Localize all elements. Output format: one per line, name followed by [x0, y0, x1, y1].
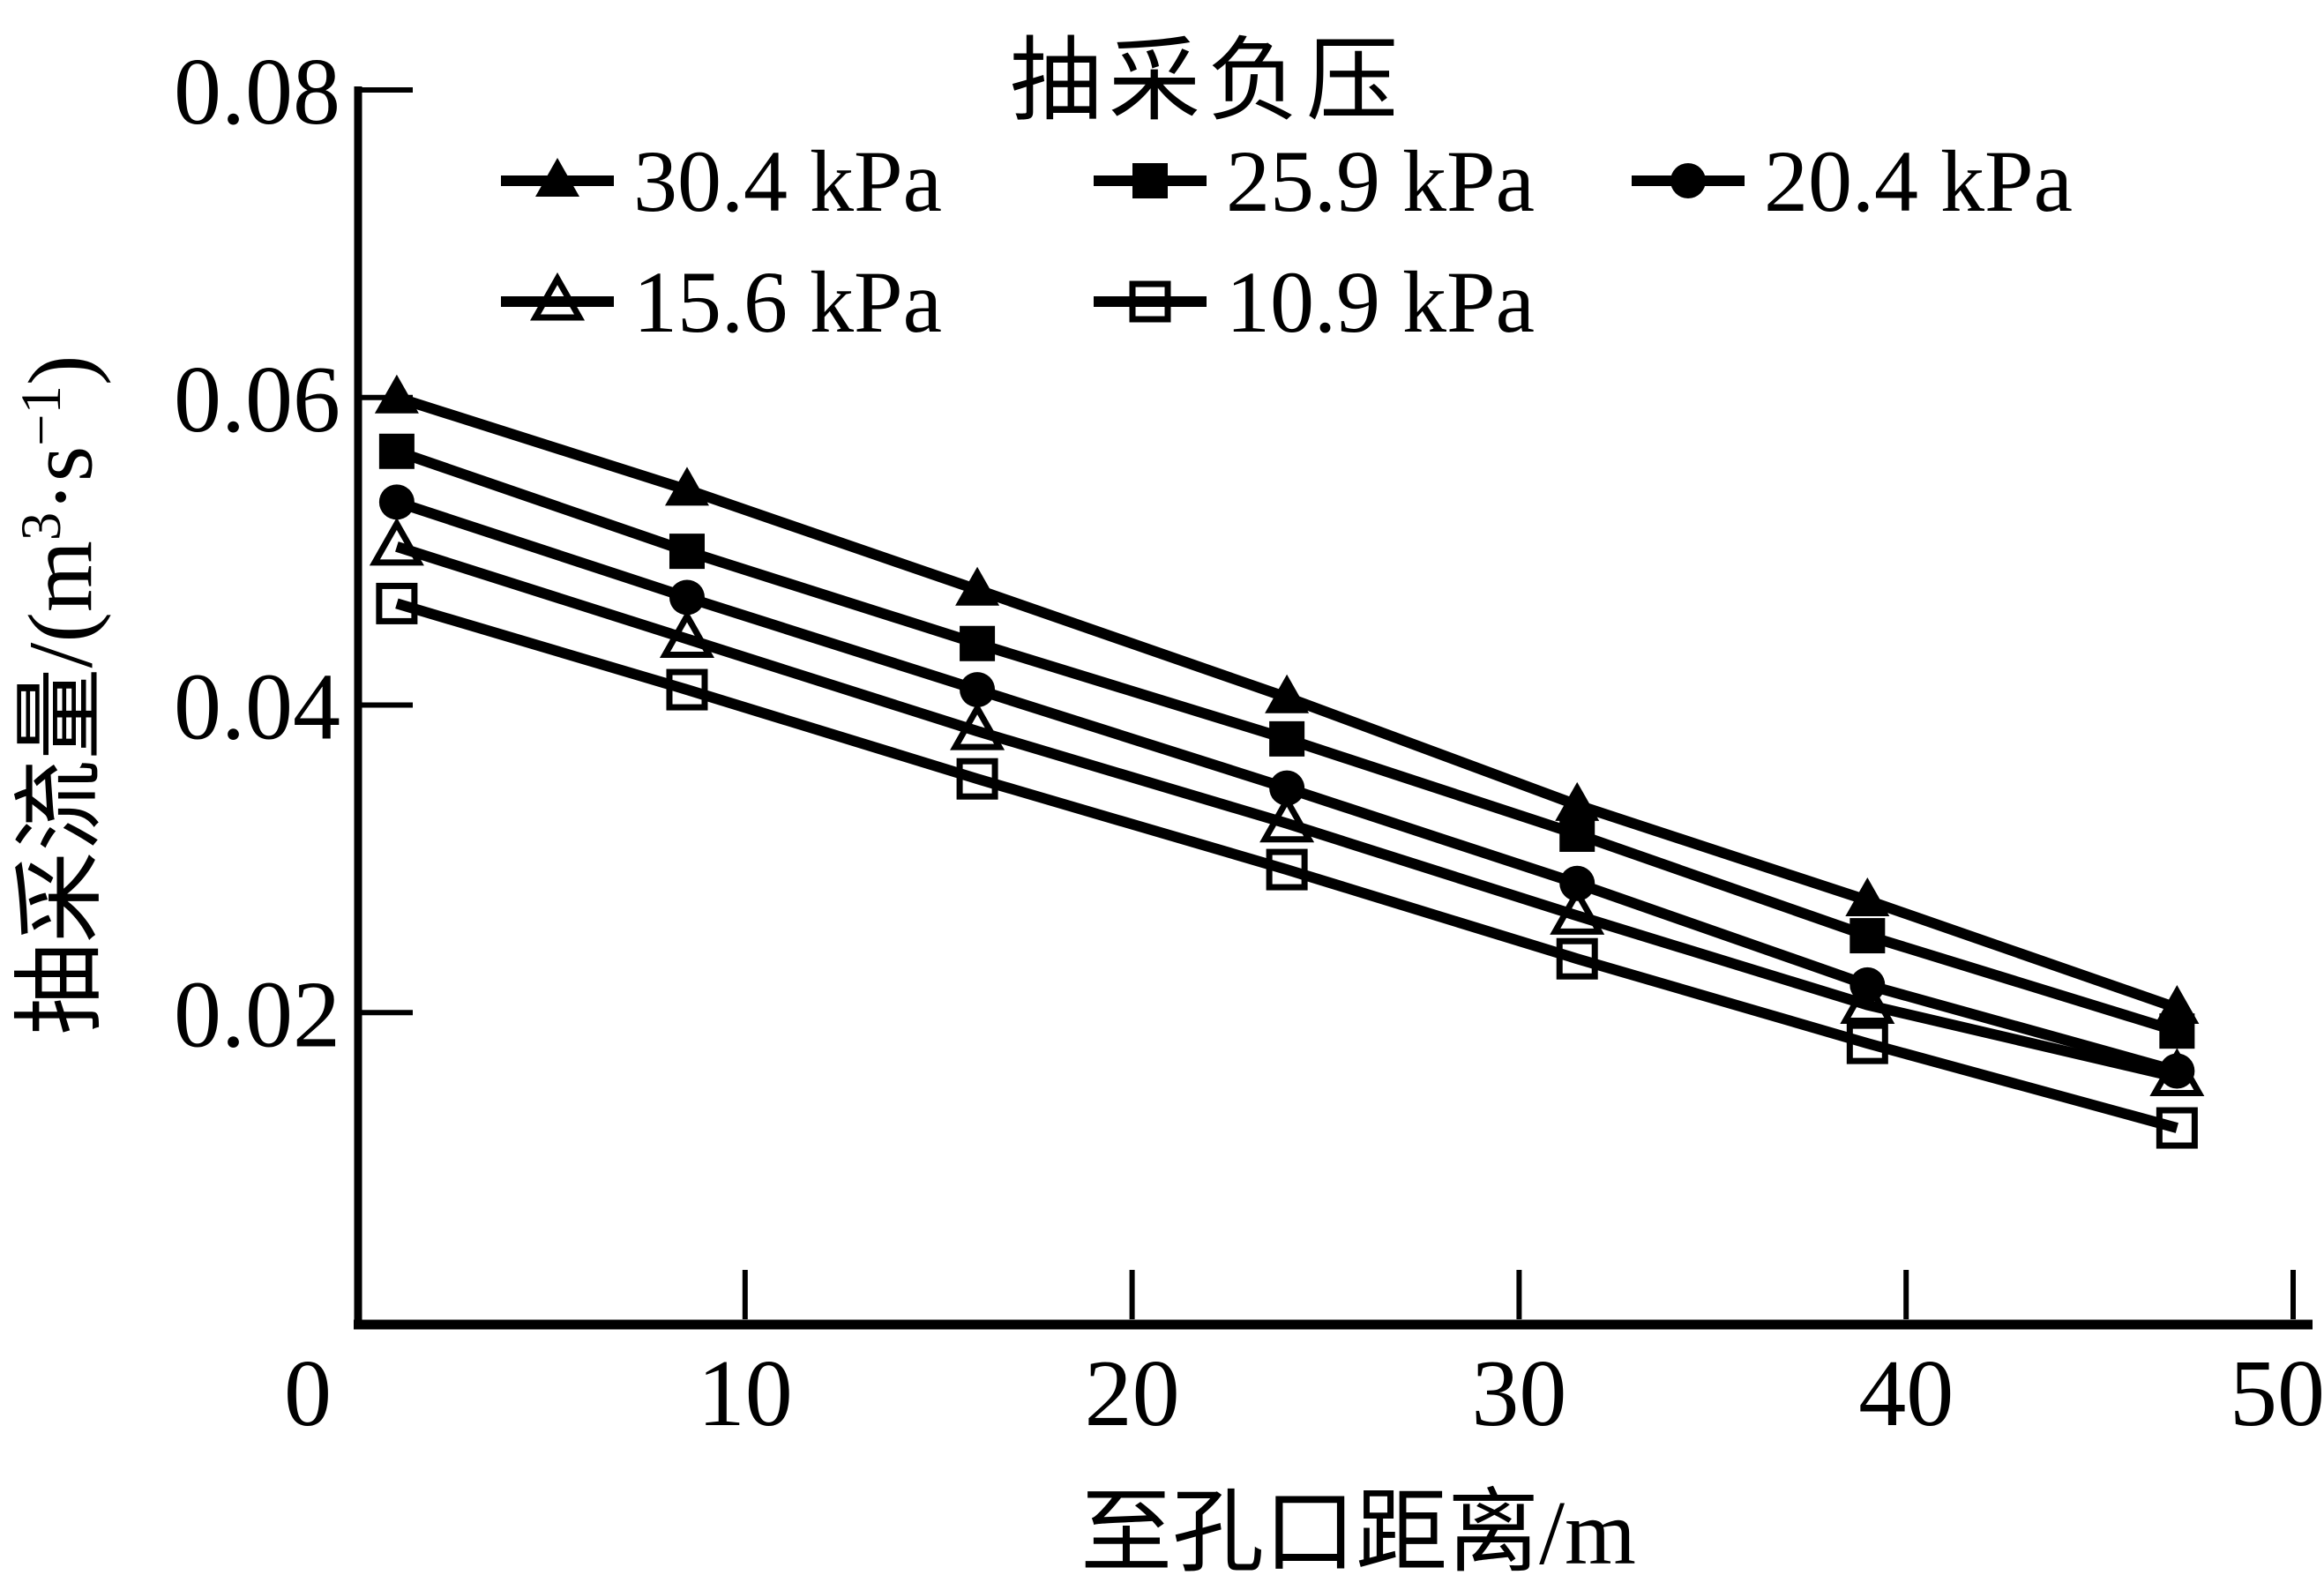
x-tick-label: 30: [1471, 1341, 1566, 1446]
series-markers-20.4-kPa: [378, 484, 2195, 1089]
series-line-15.6-kPa: [395, 541, 2178, 1083]
y-tick-label: 0.08: [174, 40, 340, 145]
chart-title: 抽采负压: [1009, 31, 1406, 132]
legend-label: 20.4 kPa: [1764, 131, 2073, 230]
y-tick-label: 0.04: [174, 655, 340, 760]
y-axis-label-sup: −1: [9, 385, 72, 446]
y-axis-label-text: ): [10, 355, 112, 386]
y-tick-label: 0.06: [174, 347, 340, 452]
legend-entry-25.9kPa: 25.9 kPa: [1092, 132, 1535, 230]
x-axis-label: 至孔口距离/m: [1080, 1482, 1636, 1584]
square-open-icon: [1094, 280, 1207, 323]
legend-entry-20.4kPa: 20.4 kPa: [1630, 132, 2073, 230]
x-tick-label: 0: [284, 1341, 332, 1446]
y-tick-label: 0.02: [174, 962, 340, 1067]
triangle-open-icon: [501, 272, 614, 321]
y-axis-label-sup: 3: [9, 511, 72, 541]
square-filled-icon: [1094, 163, 1207, 198]
series-markers-15.6-kPa: [369, 517, 2205, 1096]
circle-filled-icon: [1632, 163, 1745, 198]
series-markers-10.9-kPa: [376, 582, 2198, 1149]
x-tick-label: 40: [1858, 1341, 1954, 1446]
legend-entry-15.6kPa: 15.6 kPa: [499, 253, 942, 351]
legend-label: 10.9 kPa: [1226, 252, 1535, 351]
legend-label: 25.9 kPa: [1226, 131, 1535, 230]
x-tick-label: 20: [1085, 1341, 1180, 1446]
y-axis-label-text: 抽采流量/(m: [10, 541, 112, 1035]
y-axis-label: 抽采流量/(m3·s−1): [0, 355, 118, 1034]
legend-entry-10.9kPa: 10.9 kPa: [1092, 253, 1535, 351]
x-tick-label: 50: [2230, 1341, 2324, 1446]
legend-label: 30.4 kPa: [633, 131, 942, 230]
series-markers-30.4-kPa: [374, 374, 2200, 1025]
x-tick-label: 10: [698, 1341, 793, 1446]
legend-label: 15.6 kPa: [633, 252, 942, 351]
y-axis-label-text: ·s: [10, 445, 112, 512]
triangle-filled-icon: [501, 158, 614, 197]
legend-entry-30.4kPa: 30.4 kPa: [499, 132, 942, 230]
series-line-10.9-kPa: [395, 598, 2178, 1133]
